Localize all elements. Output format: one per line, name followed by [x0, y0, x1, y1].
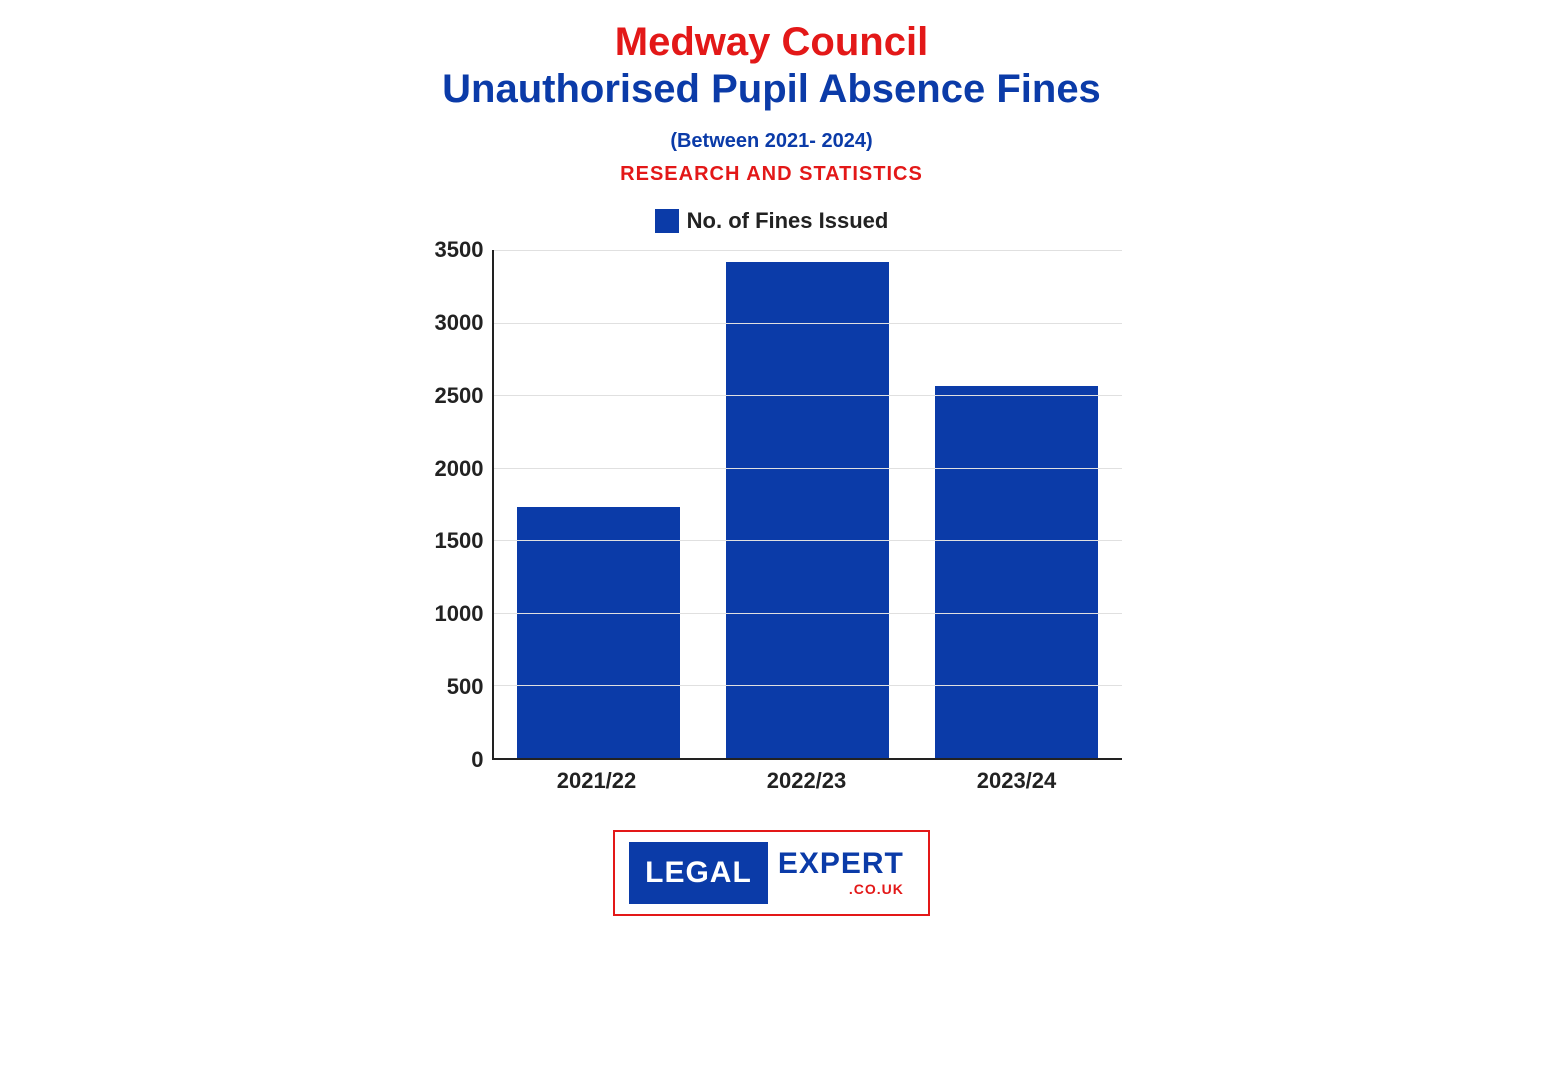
y-tick-label: 0 [471, 747, 483, 773]
y-tick-label: 2000 [435, 456, 484, 482]
gridline [494, 323, 1122, 324]
bar [726, 262, 889, 758]
logo-right-top-text: EXPERT [778, 849, 904, 879]
y-tick-label: 1500 [435, 528, 484, 554]
y-tick-label: 500 [447, 674, 484, 700]
logo-right: EXPERT .CO.UK [768, 842, 914, 904]
legal-expert-logo: LEGAL EXPERT .CO.UK [613, 830, 930, 916]
subtitle: (Between 2021- 2024) [670, 130, 872, 153]
gridline [494, 468, 1122, 469]
y-tick-label: 3500 [435, 237, 484, 263]
gridline [494, 250, 1122, 251]
y-tick-label: 2500 [435, 383, 484, 409]
x-tick-label: 2022/23 [767, 768, 847, 794]
gridline [494, 540, 1122, 541]
title-line-2: Unauthorised Pupil Absence Fines [442, 67, 1101, 112]
logo-left-text: LEGAL [629, 842, 768, 904]
y-tick-label: 1000 [435, 601, 484, 627]
legend-label: No. of Fines Issued [687, 208, 889, 234]
gridline [494, 613, 1122, 614]
y-axis-labels: 0500100015002000250030003500 [412, 250, 492, 760]
bars-group [494, 250, 1122, 758]
bar [935, 386, 1098, 758]
chart-container: Medway Council Unauthorised Pupil Absenc… [0, 0, 1543, 916]
bar [517, 507, 680, 758]
plot-area [492, 250, 1122, 760]
x-tick-label: 2021/22 [557, 768, 637, 794]
x-tick-label: 2023/24 [977, 768, 1057, 794]
gridline [494, 395, 1122, 396]
chart-wrap: 0 500 1000 1500 2000 2500 3000 3500 2021/22 2022… [412, 240, 1132, 800]
x-axis-labels: 2021/22 2022/23 2023/24 [492, 760, 1122, 800]
bar-chart: 0 500 1000 1500 2000 2500 3000 3500 2021/22 2022… [412, 240, 1132, 800]
logo-right-bottom-text: .CO.UK [778, 881, 904, 897]
title-line-1: Medway Council [615, 20, 928, 65]
legend: No. of Fines Issued [655, 208, 889, 234]
gridline [494, 685, 1122, 686]
research-statistics-label: RESEARCH AND STATISTICS [620, 163, 923, 186]
y-tick-label: 3000 [435, 310, 484, 336]
legend-swatch [655, 209, 679, 233]
